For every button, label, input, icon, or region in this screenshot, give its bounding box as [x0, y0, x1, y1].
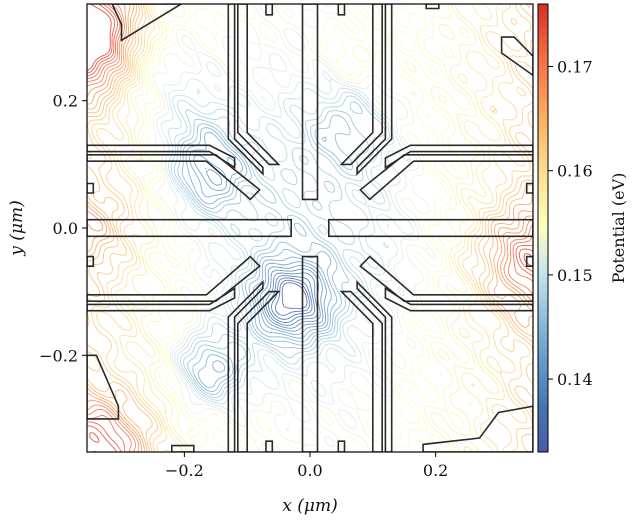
gate-barrier-bottom-left	[237, 290, 281, 452]
contour-level-24	[95, 4, 528, 452]
gate-gate-right-upper	[359, 154, 533, 201]
contour-level-21	[125, 4, 479, 452]
y-tick-label: −0.2	[39, 346, 78, 365]
gate-tab-right-1	[525, 182, 533, 194]
colorbar: 0.14 0.15 0.16 0.17 Potential (eV)	[537, 3, 628, 453]
gate-tab-bottom-2	[337, 440, 346, 452]
gate-reservoir-top-right	[500, 36, 533, 77]
contour-level-16	[156, 4, 420, 452]
gate-tab-left-1	[87, 182, 95, 194]
contour-level-18	[146, 4, 447, 452]
gate-gate-right-lower	[359, 255, 533, 302]
gate-plunger-bottom-left	[227, 280, 264, 452]
contour-level-10	[181, 114, 354, 393]
gate-electrodes	[87, 4, 533, 452]
gate-plunger-bottom-right	[356, 280, 393, 452]
gate-reservoir-bottom-right	[422, 405, 533, 452]
contour-level-23	[113, 4, 506, 452]
x-axis-ticks: −0.2 0.0 0.2	[165, 452, 448, 480]
x-tick-label: 0.2	[423, 461, 448, 480]
y-tick-label: 0.2	[53, 92, 78, 111]
x-tick-label: 0.0	[297, 461, 322, 480]
gate-finger-top	[301, 4, 319, 201]
gate-finger-right	[328, 218, 533, 238]
gate-reservoir-bottom-left	[87, 354, 120, 420]
gate-plunger-top-right	[356, 4, 393, 176]
gate-reservoir-top-left	[111, 4, 183, 42]
gate-plunger-top-left	[227, 4, 264, 176]
gate-gate-left-upper-2	[87, 154, 261, 201]
colorbar-tick-label: 0.16	[557, 162, 593, 181]
plot-area	[86, 3, 534, 453]
gate-barrier-top-left	[237, 4, 281, 166]
x-axis-label: x (μm)	[282, 496, 337, 516]
contour-level-13	[170, 91, 391, 401]
contour-level-30	[87, 4, 533, 452]
colorbar-tick-label: 0.17	[557, 58, 593, 77]
plot-background	[87, 4, 533, 452]
gate-tab-left-2	[87, 255, 95, 267]
contour-level-22	[119, 4, 501, 452]
gate-lead-right-upper	[384, 144, 533, 169]
gate-tab-right-2	[525, 255, 533, 267]
gate-barrier-bottom-right	[339, 290, 383, 452]
contour-level-14	[167, 87, 395, 405]
colorbar-tick-label: 0.15	[557, 266, 593, 285]
gate-tab-top-2	[337, 4, 346, 16]
gate-finger-bottom	[301, 255, 319, 452]
gate-tab-top-3	[425, 4, 440, 10]
gate-tab-bottom-3	[171, 444, 195, 452]
contour-level-27	[87, 4, 533, 452]
contour-level-15	[160, 61, 415, 413]
contour-level-3	[267, 275, 316, 323]
colorbar-label: Potential (eV)	[609, 173, 628, 284]
colorbar-tick-label: 0.14	[557, 370, 593, 389]
contour-level-37	[87, 4, 533, 443]
contour-level-1	[274, 279, 310, 316]
gate-finger-left	[87, 218, 292, 238]
gate-gate-left-lower-2	[87, 255, 261, 302]
gate-tab-bottom-1	[265, 440, 274, 452]
y-axis-ticks: −0.2 0.0 0.2	[39, 92, 87, 365]
contour-level-8	[188, 131, 332, 373]
gate-lead-left-upper	[87, 144, 236, 169]
contour-level-35	[87, 4, 533, 452]
y-axis-label: y (μm)	[7, 200, 27, 256]
gate-tab-top-1	[265, 4, 274, 16]
gate-lead-left-lower	[87, 287, 236, 312]
colorbar-gradient	[537, 3, 549, 453]
y-tick-label: 0.0	[53, 219, 78, 238]
contour-level-4	[265, 272, 318, 326]
x-tick-label: −0.2	[165, 461, 204, 480]
gate-barrier-top-right	[339, 4, 383, 166]
colorbar-ticks: 0.14 0.15 0.16 0.17	[548, 58, 593, 389]
contour-level-2	[270, 277, 313, 320]
contour-level-34	[87, 4, 533, 452]
gate-lead-right-lower	[384, 287, 533, 312]
